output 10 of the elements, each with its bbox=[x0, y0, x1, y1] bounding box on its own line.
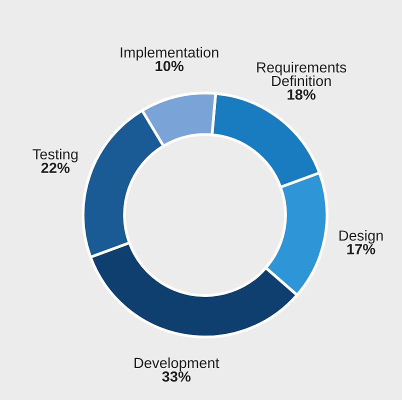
data-label: 33% bbox=[162, 371, 191, 382]
slice-label: Requirements Definition bbox=[257, 62, 346, 86]
slice-label: Design bbox=[339, 230, 383, 244]
slice-label: Testing bbox=[32, 148, 78, 162]
slice-label: Implementation bbox=[120, 46, 218, 60]
data-label: 10% bbox=[156, 60, 184, 72]
data-label: 22% bbox=[41, 162, 70, 173]
data-label: 17% bbox=[347, 244, 376, 254]
data-label: 18% bbox=[288, 89, 316, 100]
slice-label: Development bbox=[134, 357, 220, 371]
